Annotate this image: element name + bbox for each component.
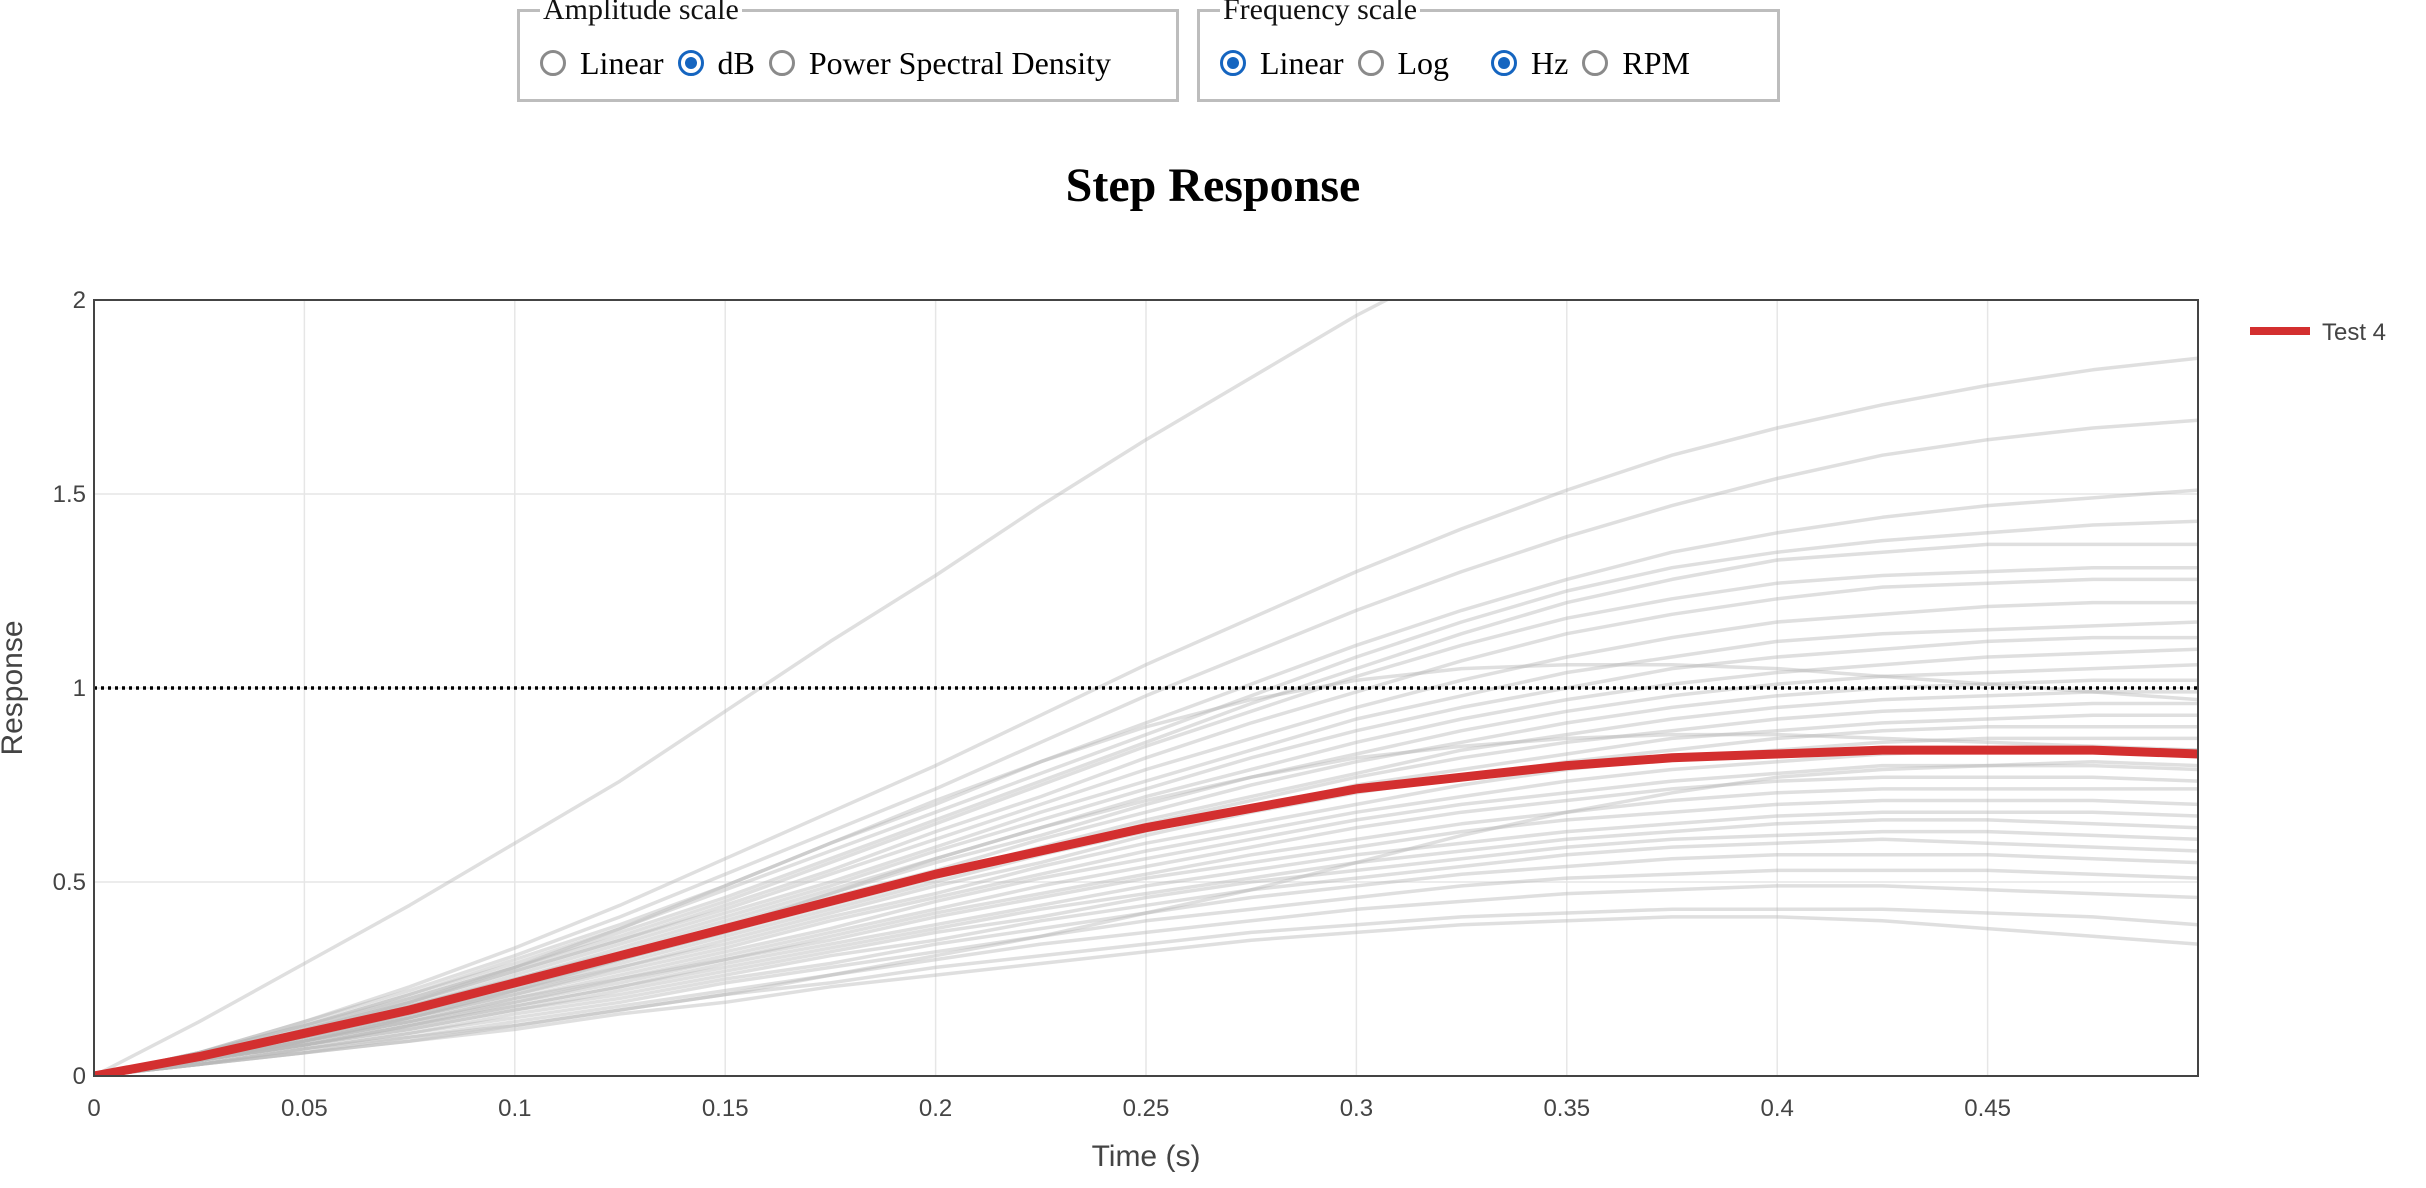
x-tick-label: 0.25	[1123, 1095, 1170, 1122]
background-series-line	[94, 798, 2198, 1076]
background-series-line	[94, 577, 2198, 1076]
frequency-rpm-radio[interactable]: RPM	[1582, 45, 1690, 82]
background-series-line	[94, 732, 2198, 1076]
frequency-linear-radio[interactable]: Linear	[1220, 45, 1344, 82]
x-tick-label: 0.4	[1761, 1095, 1794, 1122]
amplitude-scale-group: Amplitude scale Linear dB Power Spectral…	[517, 0, 1179, 102]
y-axis-title: Response	[0, 620, 29, 755]
frequency-scale-group: Frequency scale Linear Log Hz RPM	[1197, 0, 1780, 102]
background-series-line	[94, 915, 2198, 1076]
background-series-line	[94, 884, 2198, 1076]
radio-checked-icon[interactable]	[1220, 50, 1246, 76]
y-tick-label: 1.5	[53, 481, 86, 508]
radio-label: RPM	[1622, 44, 1690, 81]
x-axis-title: Time (s)	[1092, 1140, 1201, 1173]
background-series-line	[94, 810, 2198, 1076]
y-ticks: 0 0.5 1 1.5 2	[53, 287, 86, 1090]
radio-circle-icon[interactable]	[1582, 50, 1609, 76]
amplitude-linear-radio[interactable]: Linear	[540, 45, 664, 82]
highlight-series-line[interactable]	[94, 745, 2198, 1076]
background-series-line	[94, 759, 2198, 1076]
radio-checked-icon[interactable]	[1491, 50, 1518, 76]
highlight-series-group	[94, 745, 2198, 1076]
background-series-line	[94, 662, 2198, 1076]
background-series-line	[94, 837, 2198, 1076]
x-tick-label: 0.3	[1340, 1095, 1373, 1122]
legend-label: Test 4	[2322, 319, 2386, 346]
x-ticks: 0 0.05 0.1 0.15 0.2 0.25 0.3 0.35 0.4 0.45	[87, 1095, 2011, 1122]
radio-label: Power Spectral Density	[808, 44, 1111, 81]
radio-circle-icon[interactable]	[1357, 50, 1384, 76]
background-series-line	[94, 853, 2198, 1076]
y-tick-label: 2	[73, 287, 86, 314]
background-series-line	[94, 620, 2198, 1076]
radio-label: dB	[717, 44, 755, 81]
frequency-log-radio[interactable]: Log	[1357, 44, 1450, 82]
x-tick-label: 0.1	[498, 1095, 531, 1122]
legend[interactable]: Test 4	[2250, 319, 2386, 346]
background-series-line	[94, 748, 2198, 1076]
background-series-line	[94, 907, 2198, 1076]
radio-checked-icon[interactable]	[677, 50, 704, 76]
background-series-line	[94, 829, 2198, 1076]
background-series-line	[94, 519, 2198, 1076]
radio-label: Hz	[1531, 44, 1569, 81]
background-series-line	[94, 818, 2198, 1076]
background-series-line	[94, 600, 2198, 1076]
y-tick-label: 1	[73, 675, 86, 702]
background-series-line	[94, 725, 2198, 1076]
radio-circle-icon[interactable]	[768, 50, 795, 76]
x-tick-label: 0.35	[1543, 1095, 1590, 1122]
background-series-line	[94, 565, 2198, 1076]
frequency-hz-radio[interactable]: Hz	[1491, 45, 1568, 82]
background-series-line	[94, 787, 2198, 1076]
radio-label: Linear	[580, 44, 664, 81]
amplitude-db-radio[interactable]: dB	[677, 44, 755, 82]
x-tick-label: 0	[87, 1095, 100, 1122]
background-series-line	[94, 300, 1391, 1076]
plot-frame	[93, 299, 2199, 1077]
radio-label: Linear	[1260, 44, 1344, 81]
background-series-line	[94, 775, 2198, 1076]
x-tick-label: 0.45	[1964, 1095, 2011, 1122]
chart-title: Step Response	[1065, 159, 1361, 212]
radio-label: Log	[1397, 44, 1450, 81]
background-series-line	[94, 868, 2198, 1076]
x-tick-label: 0.2	[919, 1095, 952, 1122]
amplitude-psd-radio[interactable]: Power Spectral Density	[768, 44, 1111, 82]
background-series-line	[94, 736, 2198, 1076]
x-tick-label: 0.15	[702, 1095, 749, 1122]
background-series-line	[94, 488, 2198, 1076]
background-series-line	[94, 542, 2198, 1076]
y-tick-label: 0	[73, 1063, 86, 1090]
radio-circle-icon[interactable]	[540, 50, 566, 76]
background-series-line	[94, 356, 2198, 1076]
y-tick-label: 0.5	[53, 869, 86, 896]
background-series-line	[94, 418, 2198, 1076]
background-series-line	[94, 763, 2198, 1076]
x-tick-label: 0.05	[281, 1095, 328, 1122]
